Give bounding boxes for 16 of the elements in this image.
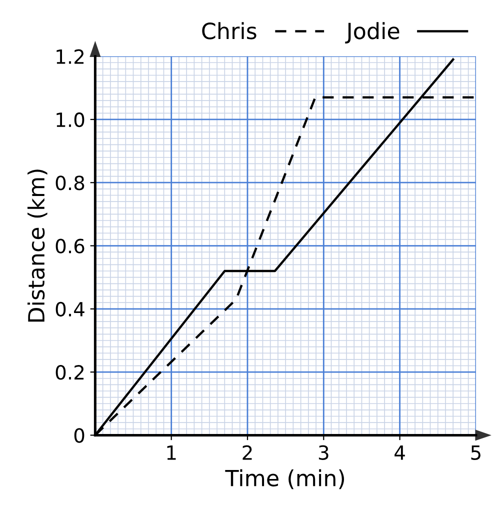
legend-label: Chris [202, 22, 256, 40]
y-tick-label: 0.2 [56, 365, 84, 380]
y-tick-label: 0.6 [56, 238, 84, 254]
x-tick-label: 2 [242, 445, 252, 460]
y-tick-label: 0.8 [56, 176, 84, 190]
y-tick-label: 0 [74, 428, 84, 443]
x-tick-label: 5 [471, 446, 480, 460]
x-tick-label: 4 [394, 446, 405, 460]
y-tick-label: 1.0 [56, 112, 84, 128]
x-tick-label: 3 [318, 445, 328, 460]
y-axis-title: Distance (km) [27, 170, 48, 322]
x-tick-label: 1 [167, 446, 176, 460]
y-tick-label: 1.2 [56, 49, 84, 64]
legend-label: Jodie [345, 22, 400, 44]
x-axis-title: Time (min) [225, 469, 344, 490]
y-tick-label: 0.4 [56, 302, 84, 317]
